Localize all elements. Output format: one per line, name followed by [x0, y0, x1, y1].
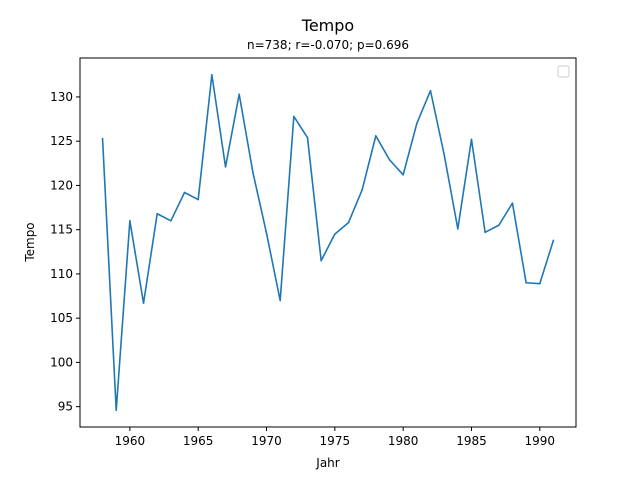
data-point [156, 212, 159, 215]
data-point [238, 93, 240, 96]
data-point [511, 202, 514, 204]
x-tick-label: 1965 [183, 434, 214, 448]
data-point [265, 232, 268, 235]
data-point [224, 166, 227, 168]
data-point [484, 231, 486, 234]
data-point [170, 220, 172, 222]
data-point [402, 174, 404, 176]
x-tick-label: 1970 [251, 434, 282, 448]
x-axis-label: Jahr [315, 456, 339, 470]
data-point [183, 191, 186, 194]
chart-title: Tempo [301, 16, 354, 35]
data-point [525, 281, 527, 284]
y-tick-label: 110 [50, 267, 73, 281]
data-point [470, 138, 473, 141]
data-point [347, 221, 350, 224]
data-point [279, 299, 281, 302]
data-point [497, 224, 500, 227]
x-tick-label: 1980 [388, 434, 419, 448]
series-line [101, 74, 555, 411]
data-point [375, 135, 377, 137]
x-tick-label: 1990 [525, 434, 556, 448]
data-point [101, 137, 104, 140]
data-point [334, 233, 336, 235]
data-point [443, 153, 445, 156]
y-tick-label: 100 [50, 355, 73, 369]
data-point [457, 227, 459, 230]
data-point [416, 122, 418, 125]
data-point [293, 115, 295, 118]
data-point [306, 136, 309, 139]
data-point [388, 158, 391, 161]
y-tick-label: 105 [50, 311, 73, 325]
y-tick-label: 125 [50, 134, 73, 148]
data-point [197, 198, 199, 201]
chart-subtitle: n=738; r=-0.070; p=0.696 [247, 38, 409, 52]
legend-box [557, 65, 570, 78]
data-point [252, 171, 254, 173]
plot-frame [79, 57, 577, 428]
data-point [361, 189, 363, 191]
data-point [538, 282, 541, 285]
y-tick-label: 130 [50, 90, 73, 104]
x-tick-label: 1975 [320, 434, 351, 448]
data-point [552, 239, 555, 242]
data-point [211, 74, 213, 76]
x-tick-label: 1960 [115, 434, 146, 448]
data-point [320, 259, 322, 262]
y-tick-label: 115 [50, 223, 73, 237]
y-axis-label: Tempo [23, 222, 37, 262]
y-tick-label: 120 [50, 178, 73, 192]
x-tick-label: 1985 [456, 434, 487, 448]
data-point [429, 89, 432, 92]
y-tick-label: 95 [58, 400, 73, 414]
data-point [115, 409, 118, 411]
data-point [129, 220, 131, 222]
data-point [142, 302, 145, 304]
